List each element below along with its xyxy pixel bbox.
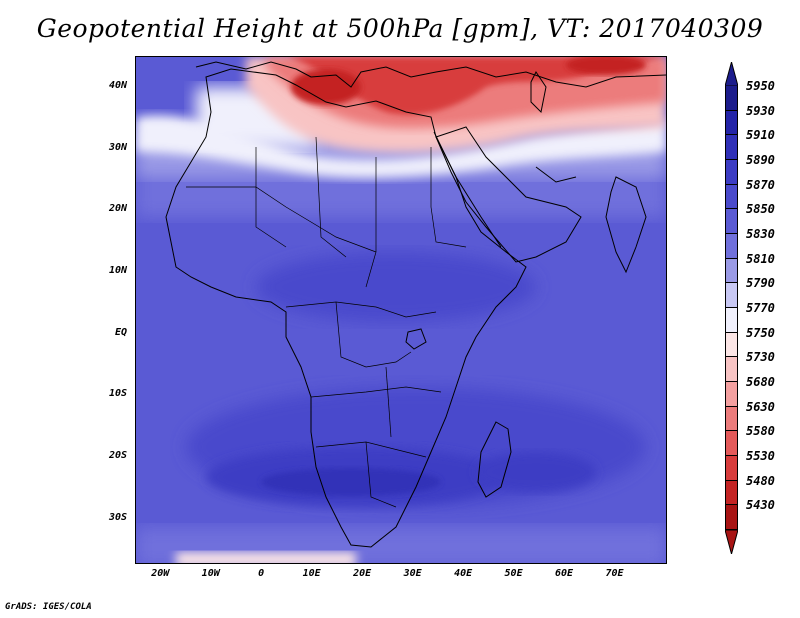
field-high-madagascar <box>476 452 596 492</box>
lon-label-20e: 20E <box>353 568 372 579</box>
lat-label-40n: 40N <box>108 79 127 91</box>
colorbar-label: 5870 <box>746 177 775 192</box>
lon-label-60e: 60E <box>555 568 574 579</box>
colorbar-cell <box>725 308 738 333</box>
colorbar-label: 5790 <box>746 276 775 291</box>
colorbar-label: 5950 <box>746 79 775 93</box>
grads-credit: GrADS: IGES/COLA <box>5 602 92 612</box>
africa-coast <box>165 68 527 548</box>
red-sea <box>433 131 502 248</box>
colorbar-cell <box>725 135 738 160</box>
field-band-south-pink <box>176 552 356 563</box>
colorbar-cell <box>725 86 738 111</box>
lon-label-40e: 40E <box>454 568 473 579</box>
colorbar-label: 5680 <box>746 375 775 389</box>
colorbar-cell <box>725 480 738 506</box>
colorbar-label: 5930 <box>746 103 775 118</box>
lat-label-20n: 20N <box>108 203 127 215</box>
border-3 <box>315 136 347 258</box>
colorbar-label: 5530 <box>746 449 775 463</box>
colorbar-cell <box>725 382 738 407</box>
border-11 <box>385 366 392 438</box>
coastlines <box>165 61 666 548</box>
colorbar-label: 5910 <box>746 128 775 143</box>
lon-label-0: 0 <box>258 568 265 579</box>
lon-label-70e: 70E <box>605 568 624 579</box>
border-4 <box>365 157 377 288</box>
colorbar-cell <box>725 110 738 136</box>
field-band-5530 <box>286 57 666 115</box>
lat-label-10n: 10N <box>108 264 127 276</box>
lon-label-10w: 10W <box>201 568 220 579</box>
colorbar-cell <box>725 406 738 432</box>
colorbar-label: 5630 <box>746 399 775 414</box>
colorbar-cell <box>725 431 738 456</box>
field-high-max <box>261 468 441 496</box>
colorbar-cell <box>725 234 738 259</box>
colorbar-cell <box>725 184 738 210</box>
lat-label-30s: 30S <box>108 511 127 523</box>
colorbar-label: 5430 <box>746 498 775 513</box>
map-canvas <box>136 57 666 563</box>
persian-gulf <box>535 166 577 183</box>
colorbar-cell <box>725 283 738 308</box>
lat-label-20s: 20S <box>108 450 127 462</box>
lake-victoria <box>405 328 427 350</box>
geopotential-map <box>135 56 667 564</box>
field-low-east <box>566 57 646 75</box>
colorbar-cell <box>725 357 738 382</box>
colorbar-bottom-arrow <box>725 530 738 554</box>
border-8 <box>310 386 442 398</box>
lon-label-30e: 30E <box>403 568 422 579</box>
india-coast <box>605 176 647 274</box>
colorbar-label: 5770 <box>746 301 775 315</box>
field-low-center <box>291 69 361 105</box>
lon-label-50e: 50E <box>504 568 523 579</box>
lon-label-10e: 10E <box>302 568 321 579</box>
lat-label-eq: EQ <box>114 326 127 338</box>
arabia-coast <box>435 126 582 263</box>
field-high-sahel <box>256 252 536 322</box>
colorbar-label: 5580 <box>746 424 775 439</box>
colorbar-label: 5810 <box>746 251 775 266</box>
colorbar-label: 5730 <box>746 350 775 365</box>
europe-coast <box>195 61 666 88</box>
caspian-sea <box>530 71 547 114</box>
border-9 <box>315 441 427 458</box>
border-7 <box>335 301 412 368</box>
colorbar-cell <box>725 456 738 481</box>
field-band-5790 <box>136 115 666 178</box>
lat-label-30n: 30N <box>108 141 127 153</box>
border-6 <box>285 301 437 318</box>
madagascar-coast <box>477 421 512 498</box>
colorbar-top-arrow <box>725 62 738 86</box>
colorbar-label: 5830 <box>746 227 775 241</box>
lon-label-20w: 20W <box>151 568 170 579</box>
border-10 <box>365 441 397 508</box>
colorbar-cell <box>725 332 738 358</box>
colorbar-cell <box>725 258 738 284</box>
colorbar-label: 5890 <box>746 153 775 167</box>
chart-title: Geopotential Height at 500hPa [gpm], VT:… <box>36 14 764 43</box>
border-2 <box>255 147 287 248</box>
colorbar-cell <box>725 209 738 234</box>
border-1 <box>186 186 377 253</box>
colorbar-label: 5850 <box>746 202 775 217</box>
colorbar-cell <box>725 160 738 185</box>
colorbar-label: 5750 <box>746 325 775 340</box>
lat-label-10s: 10S <box>108 388 127 400</box>
colorbar-cell <box>725 505 738 530</box>
borders <box>186 136 467 508</box>
colorbar-label: 5480 <box>746 473 775 488</box>
border-5 <box>430 147 467 248</box>
